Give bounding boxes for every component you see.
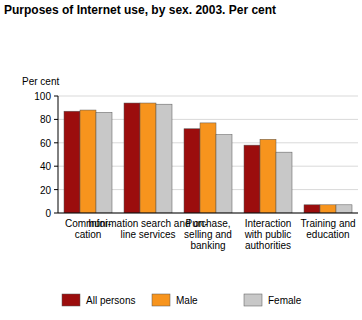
- bar: [64, 111, 80, 213]
- grid-line: [58, 96, 358, 97]
- category-label-line: education: [306, 229, 349, 240]
- bar: [216, 135, 232, 213]
- category-label-line: Purchase,: [185, 218, 230, 229]
- legend-swatch: [152, 294, 170, 306]
- legend-label: All persons: [86, 295, 135, 306]
- tick-label: 20: [40, 185, 52, 196]
- tick-label: 0: [45, 208, 51, 219]
- category-label: Purchase,selling andbanking: [184, 218, 232, 251]
- bar: [124, 103, 140, 213]
- tick-label: 40: [40, 161, 52, 172]
- category-label-line: Interaction: [245, 218, 292, 229]
- tick: [54, 166, 58, 167]
- y-axis: [58, 96, 59, 213]
- grid-line: [58, 213, 358, 214]
- tick: [54, 142, 58, 143]
- tick: [54, 213, 58, 214]
- category-label-line: Training and: [300, 218, 355, 229]
- bar: [304, 205, 320, 213]
- bar: [184, 129, 200, 213]
- bar: [80, 110, 96, 213]
- category-label-line: selling and: [184, 229, 232, 240]
- tick-label: 60: [40, 138, 52, 149]
- category-label: Training andeducation: [300, 218, 355, 240]
- category-label: Interactionwith publicauthorities: [244, 218, 292, 251]
- bar: [156, 104, 172, 213]
- tick-label: 100: [34, 91, 51, 102]
- title: Purposes of Internet use, by sex. 2003. …: [4, 3, 276, 17]
- category-label-line: banking: [190, 240, 225, 251]
- tick-label: 80: [40, 114, 52, 125]
- bar: [320, 205, 336, 213]
- bar: [244, 145, 260, 213]
- bar: [276, 152, 292, 213]
- category-label-line: with public: [244, 229, 292, 240]
- legend-swatch: [244, 294, 262, 306]
- bar: [96, 112, 112, 213]
- category-label-line: cation: [75, 229, 102, 240]
- legend-label: Male: [176, 295, 198, 306]
- y-label: Per cent: [22, 76, 59, 87]
- category-label-line: line services: [120, 229, 175, 240]
- x-axis: [58, 213, 358, 214]
- legend-swatch: [62, 294, 80, 306]
- tick: [54, 96, 58, 97]
- category-label-line: authorities: [245, 240, 291, 251]
- bar: [260, 139, 276, 213]
- bar: [200, 123, 216, 213]
- bar: [336, 205, 352, 213]
- bars: [64, 103, 352, 213]
- tick: [54, 189, 58, 190]
- chart: Purposes of Internet use, by sex. 2003. …: [0, 0, 362, 320]
- bar: [140, 103, 156, 213]
- legend-label: Female: [268, 295, 302, 306]
- tick: [54, 119, 58, 120]
